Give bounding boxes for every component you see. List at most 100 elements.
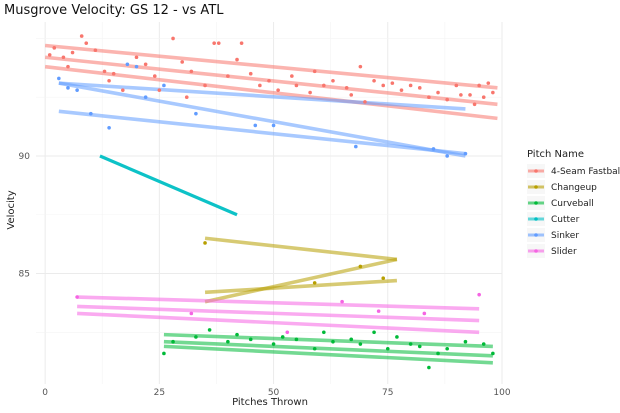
point-curveball [171, 339, 175, 344]
point-4-seam-fastball [226, 74, 230, 78]
point-4-seam-fastball [239, 41, 244, 45]
legend-dot-4-seam-fastball [534, 169, 538, 173]
point-sinker [107, 125, 111, 130]
point-sinker [75, 88, 79, 92]
point-4-seam-fastball [454, 83, 459, 88]
trend-line-slider-2 [77, 304, 480, 323]
point-curveball [358, 342, 363, 346]
data-points [47, 34, 495, 370]
point-curveball [385, 346, 390, 351]
point-4-seam-fastball [184, 95, 189, 100]
point-4-seam-fastball [84, 41, 89, 45]
x-tick-label: 25 [154, 388, 165, 398]
point-curveball [248, 337, 253, 342]
legend-dot-curveball [534, 201, 538, 205]
chart-title: Musgrove Velocity: GS 12 - vs ATL [4, 3, 224, 18]
point-4-seam-fastball [66, 64, 70, 69]
point-sinker [66, 86, 70, 90]
point-4-seam-fastball [459, 93, 463, 97]
point-4-seam-fastball [152, 74, 157, 78]
point-sinker [89, 111, 93, 116]
point-4-seam-fastball [312, 69, 317, 74]
point-curveball [312, 346, 317, 351]
point-sinker [431, 147, 436, 151]
point-sinker [463, 151, 468, 156]
point-sinker [143, 95, 148, 100]
point-curveball [331, 339, 335, 344]
point-curveball [194, 335, 198, 339]
point-4-seam-fastball [472, 102, 477, 107]
point-4-seam-fastball [52, 46, 57, 50]
x-axis-ticks: 0 25 50 75 100 [42, 388, 511, 398]
point-sinker [271, 123, 276, 128]
point-slider [189, 311, 194, 316]
point-slider [376, 309, 381, 313]
point-4-seam-fastball [381, 83, 386, 88]
y-tick-label: 90 [19, 152, 31, 162]
legend-label-cutter: Cutter [551, 215, 580, 225]
point-4-seam-fastball [427, 95, 431, 100]
point-changeup [203, 241, 207, 245]
point-4-seam-fastball [111, 71, 116, 76]
point-curveball [162, 351, 166, 356]
point-4-seam-fastball [372, 78, 376, 83]
point-4-seam-fastball [358, 64, 363, 69]
legend-label-slider: Slider [551, 247, 577, 257]
point-curveball [207, 328, 212, 332]
point-sinker [57, 76, 61, 81]
point-4-seam-fastball [294, 83, 299, 88]
point-slider [285, 330, 290, 335]
point-4-seam-fastball [436, 90, 440, 95]
point-4-seam-fastball [477, 83, 481, 88]
point-curveball [235, 332, 239, 337]
point-4-seam-fastball [171, 36, 175, 41]
legend-dot-sinker [534, 233, 538, 237]
point-curveball [436, 351, 440, 356]
legend-title: Pitch Name [527, 149, 584, 160]
point-4-seam-fastball [399, 88, 404, 92]
trend-line-sinker-2 [58, 81, 466, 158]
trend-line-changeup-1 [204, 236, 398, 262]
point-4-seam-fastball [322, 83, 326, 88]
point-4-seam-fastball [331, 78, 335, 83]
point-4-seam-fastball [363, 100, 367, 104]
legend-label-4-seam-fastball: 4-Seam Fastball [551, 167, 620, 177]
point-4-seam-fastball [248, 71, 253, 76]
point-4-seam-fastball [390, 81, 395, 85]
point-sinker [253, 123, 258, 128]
point-sinker [162, 83, 166, 88]
trend-line-curveball-1 [163, 332, 493, 349]
point-4-seam-fastball [481, 95, 486, 100]
point-4-seam-fastball [157, 88, 162, 92]
legend-label-changeup: Changeup [551, 183, 597, 193]
point-4-seam-fastball [93, 48, 98, 53]
point-curveball [226, 339, 230, 344]
point-4-seam-fastball [408, 83, 413, 88]
point-curveball [463, 339, 468, 344]
point-4-seam-fastball [267, 78, 271, 83]
y-axis-title: Velocity [6, 190, 17, 229]
point-sinker [445, 154, 449, 158]
point-slider [477, 292, 481, 297]
point-4-seam-fastball [216, 41, 221, 45]
point-4-seam-fastball [47, 53, 52, 57]
point-curveball [294, 337, 299, 342]
point-4-seam-fastball [121, 88, 125, 92]
x-tick-label: 50 [268, 388, 280, 398]
point-4-seam-fastball [61, 55, 66, 60]
trend-line-curveball-3 [163, 344, 493, 365]
trend-line-4-seam-fastball-3 [44, 64, 498, 121]
point-curveball [322, 330, 326, 335]
trend-line-changeup-3 [204, 278, 398, 295]
point-slider [75, 295, 79, 299]
y-tick-label: 85 [19, 270, 30, 280]
point-4-seam-fastball [79, 34, 84, 38]
point-4-seam-fastball [344, 86, 349, 90]
legend-dot-changeup [534, 185, 538, 189]
point-curveball [408, 342, 413, 346]
point-4-seam-fastball [258, 83, 262, 88]
y-axis-ticks: 85 90 [19, 152, 31, 280]
legend-label-sinker: Sinker [551, 231, 579, 241]
point-4-seam-fastball [102, 69, 107, 74]
